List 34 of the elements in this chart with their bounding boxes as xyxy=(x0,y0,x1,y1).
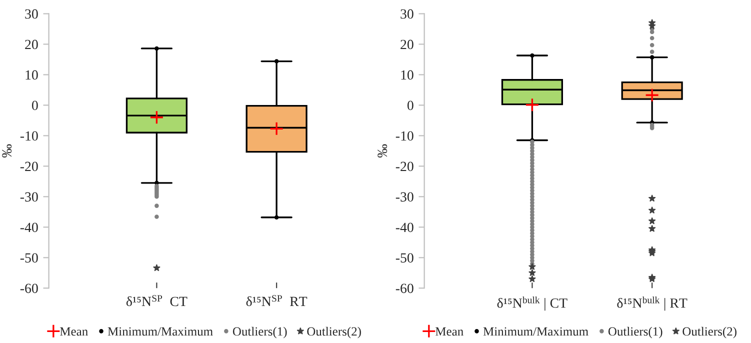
legend-label: Minimum/Maximum xyxy=(483,327,588,336)
y-tick-label: 10 xyxy=(401,70,414,80)
legend-label: Outliers(2) xyxy=(682,326,736,338)
y-axis-title: ‰ xyxy=(2,144,12,158)
y-tick-label: 20 xyxy=(25,40,38,50)
y-tick-label: -20 xyxy=(396,162,414,172)
legend-label: Outliers(2) xyxy=(307,326,361,338)
legend-label: Outliers(1) xyxy=(608,326,662,338)
x-tick-label: δ¹⁵N$^{SP}$ CT xyxy=(126,295,188,306)
legend-label: Mean xyxy=(436,327,464,336)
legend-label: Mean xyxy=(60,327,88,336)
y-tick-label: 0 xyxy=(407,100,414,110)
y-tick-label: -30 xyxy=(20,192,38,202)
legend-label: Outliers(1) xyxy=(232,326,287,338)
y-tick-label: -20 xyxy=(20,162,38,172)
y-tick-label: -40 xyxy=(396,222,414,232)
x-tick-label: δ¹⁵N$^{SP}$ RT xyxy=(246,295,308,306)
y-tick-label: 30 xyxy=(25,9,38,19)
y-tick-label: 10 xyxy=(26,70,38,80)
y-tick-label: -10 xyxy=(20,131,38,141)
y-tick-label: 20 xyxy=(400,40,414,50)
y-tick-label: -30 xyxy=(396,192,414,202)
y-axis-title: ‰ xyxy=(378,144,388,158)
x-tick-label: δ¹⁵N$^{bulk}$ | CT xyxy=(497,296,568,311)
y-tick-label: -50 xyxy=(396,253,414,263)
y-tick-label: 0 xyxy=(32,100,38,110)
y-tick-label: -10 xyxy=(396,131,414,141)
legend-label: Minimum/Maximum xyxy=(108,327,213,336)
y-tick-label: -60 xyxy=(20,284,38,294)
y-tick-label: -50 xyxy=(20,253,38,263)
y-tick-label: -60 xyxy=(396,284,414,294)
y-tick-label: -40 xyxy=(20,222,38,232)
y-tick-label: 30 xyxy=(400,9,414,19)
x-tick-label: δ¹⁵N$^{bulk}$ | RT xyxy=(617,296,688,311)
